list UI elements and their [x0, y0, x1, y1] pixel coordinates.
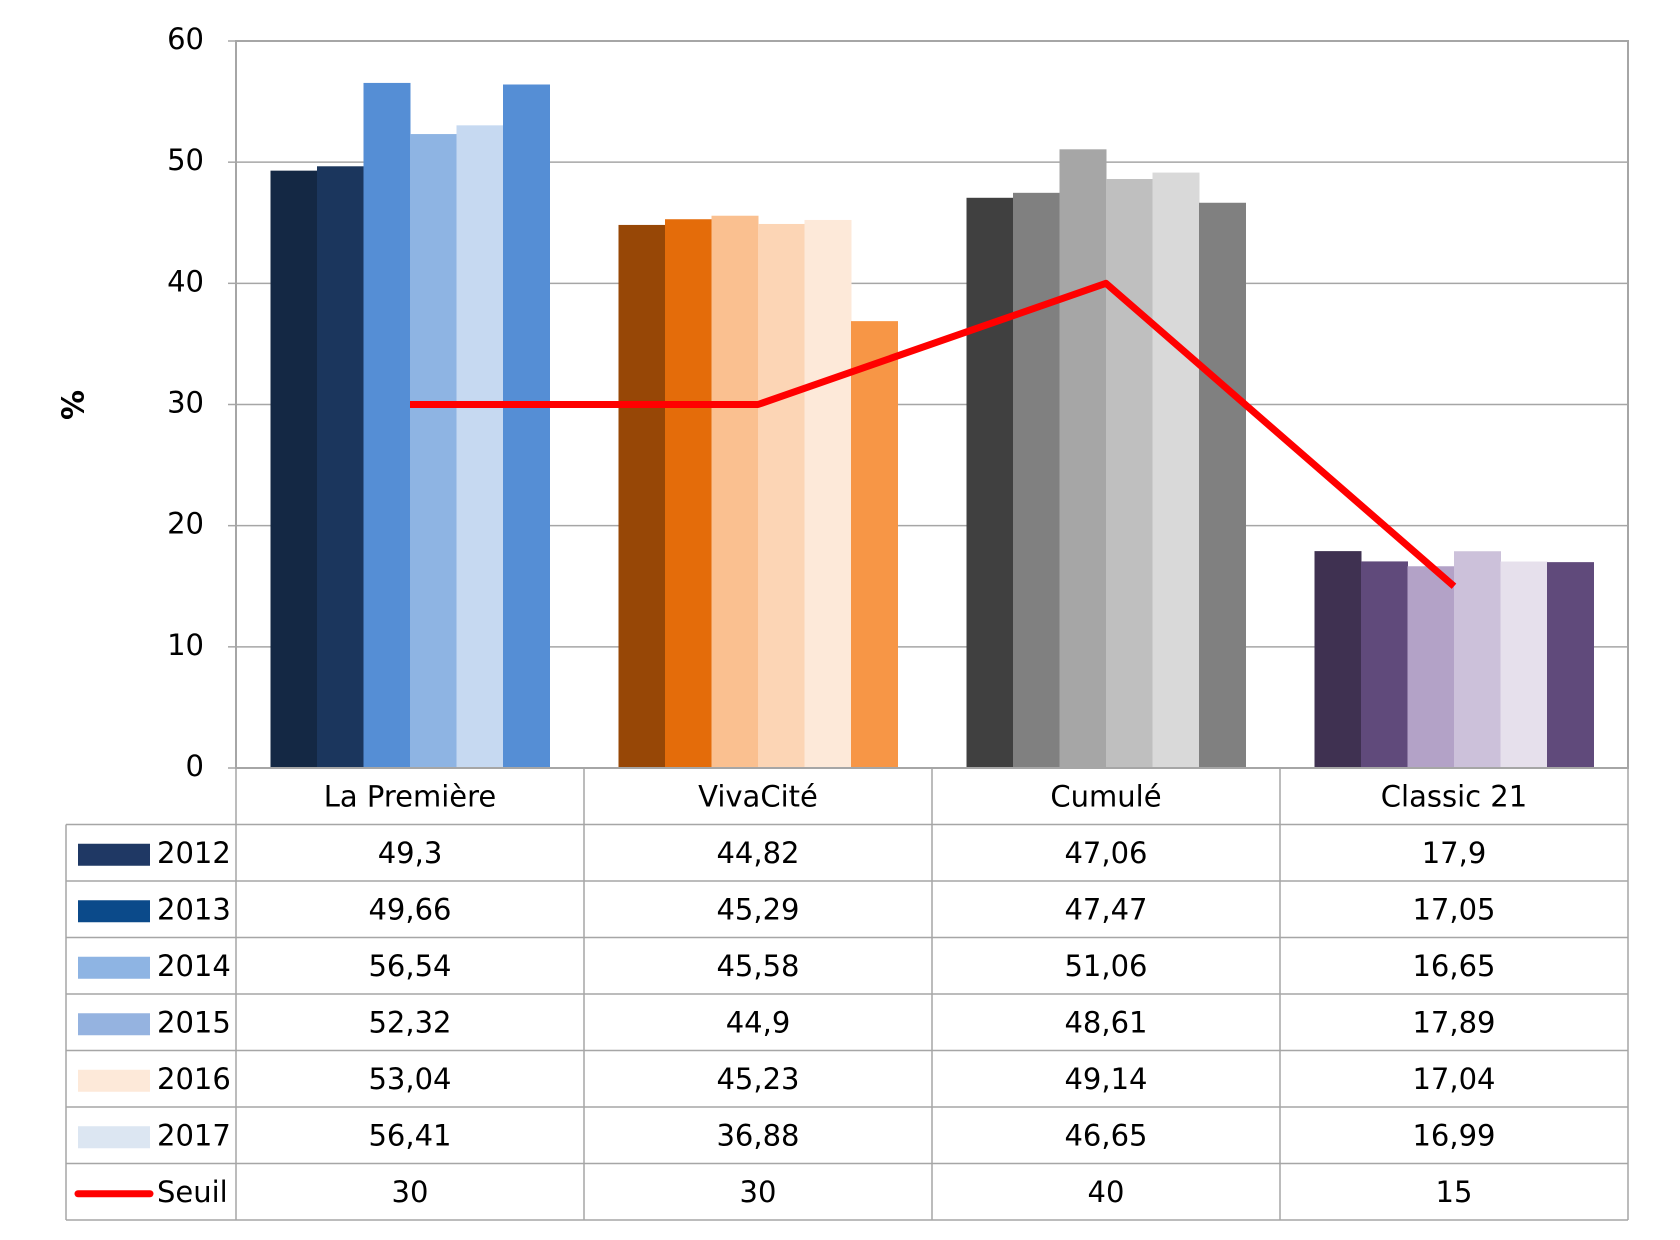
bar-2013-1 [317, 166, 364, 769]
table-cell: 56,54 [368, 949, 451, 983]
bar-2014-4 [1407, 566, 1455, 768]
bar-2014-3 [1059, 149, 1107, 768]
bar-2016-2 [804, 219, 852, 769]
y-tick-label: 50 [167, 143, 204, 177]
bar-2013-3 [1013, 192, 1060, 768]
table-cell: 45,58 [716, 949, 799, 983]
table-cell: 16,99 [1412, 1118, 1495, 1152]
legend-label: 2014 [157, 949, 231, 983]
category-label: VivaCité [698, 779, 818, 813]
bars [270, 82, 1594, 769]
bar-2015-2 [758, 223, 805, 768]
table-cell: 45,29 [716, 892, 799, 926]
bar-2016-3 [1152, 172, 1200, 768]
y-axis-label: % [57, 390, 92, 420]
bar-2015-3 [1106, 179, 1153, 768]
table-cell: 30 [740, 1175, 777, 1209]
bar-2016-4 [1500, 561, 1548, 768]
category-label: Classic 21 [1381, 779, 1527, 813]
bar-2013-4 [1361, 561, 1408, 768]
bar-2012-1 [270, 170, 318, 769]
table-cell: 17,89 [1412, 1005, 1495, 1039]
data-table: La Première VivaCité Cumulé Classic 21 2012 4… [65, 768, 1629, 1221]
table-cell: 36,88 [716, 1118, 799, 1152]
bar-2015-4 [1454, 551, 1501, 768]
legend-label: 2012 [157, 836, 231, 870]
table-cell: 48,61 [1064, 1005, 1147, 1039]
legend-key-2012 [78, 843, 150, 866]
table-cell: 51,06 [1064, 949, 1147, 983]
table-cell: 49,66 [368, 892, 451, 926]
legend-label: 2015 [157, 1005, 231, 1039]
category-label: Cumulé [1050, 779, 1161, 813]
legend-label: 2013 [157, 892, 231, 926]
table-cell: 46,65 [1064, 1118, 1147, 1152]
table-cell: 44,9 [726, 1005, 791, 1039]
bar-2012-3 [966, 197, 1014, 768]
y-tick-label: 60 [167, 22, 204, 56]
legend-label: 2017 [157, 1118, 231, 1152]
legend-key-2017 [78, 1126, 150, 1149]
bar-2012-2 [618, 224, 666, 768]
seuil-polyline [410, 279, 1457, 589]
y-tick-label: 40 [167, 264, 204, 298]
legend-key-2014 [78, 956, 150, 979]
table-cell: 47,47 [1064, 892, 1147, 926]
legend-label: 2016 [157, 1062, 231, 1096]
table-cell: 53,04 [368, 1062, 451, 1096]
bar-2012-4 [1314, 551, 1362, 768]
bar-2015-1 [410, 134, 457, 768]
table-cell: 15 [1436, 1175, 1473, 1209]
table-cell: 16,65 [1412, 949, 1495, 983]
table-cell: 40 [1088, 1175, 1125, 1209]
y-tick-label: 10 [167, 628, 204, 662]
y-axis-ticks: 0 10 20 30 40 50 60 [167, 22, 236, 783]
legend-label: Seuil [157, 1175, 228, 1209]
table-cell: 47,06 [1064, 836, 1147, 870]
bar-2013-2 [665, 219, 712, 769]
y-tick-label: 30 [167, 386, 204, 420]
table-cell: 44,82 [716, 836, 799, 870]
table-cell: 49,3 [378, 836, 443, 870]
seuil-line [410, 279, 1457, 589]
table-cell: 52,32 [368, 1005, 451, 1039]
bar-2014-1 [363, 82, 411, 769]
table-cell: 17,05 [1412, 892, 1495, 926]
table-cell: 30 [392, 1175, 429, 1209]
bar-2017-1 [503, 84, 550, 768]
bar-2016-1 [456, 125, 504, 768]
bar-2017-3 [1199, 202, 1246, 768]
table-cell: 17,04 [1412, 1062, 1495, 1096]
bar-2014-2 [711, 215, 759, 768]
table-cell: 45,23 [716, 1062, 799, 1096]
bar-2017-4 [1547, 562, 1594, 768]
legend-key-2015 [78, 1013, 150, 1036]
table-cell: 49,14 [1064, 1062, 1147, 1096]
legend-key-2013 [78, 900, 150, 923]
table-cell: 56,41 [368, 1118, 451, 1152]
category-label: La Première [324, 779, 497, 813]
bar-2017-2 [851, 321, 898, 768]
table-cell: 17,9 [1422, 836, 1487, 870]
y-tick-label: 0 [186, 749, 204, 783]
legend-key-2016 [78, 1069, 150, 1092]
y-tick-label: 20 [167, 507, 204, 541]
